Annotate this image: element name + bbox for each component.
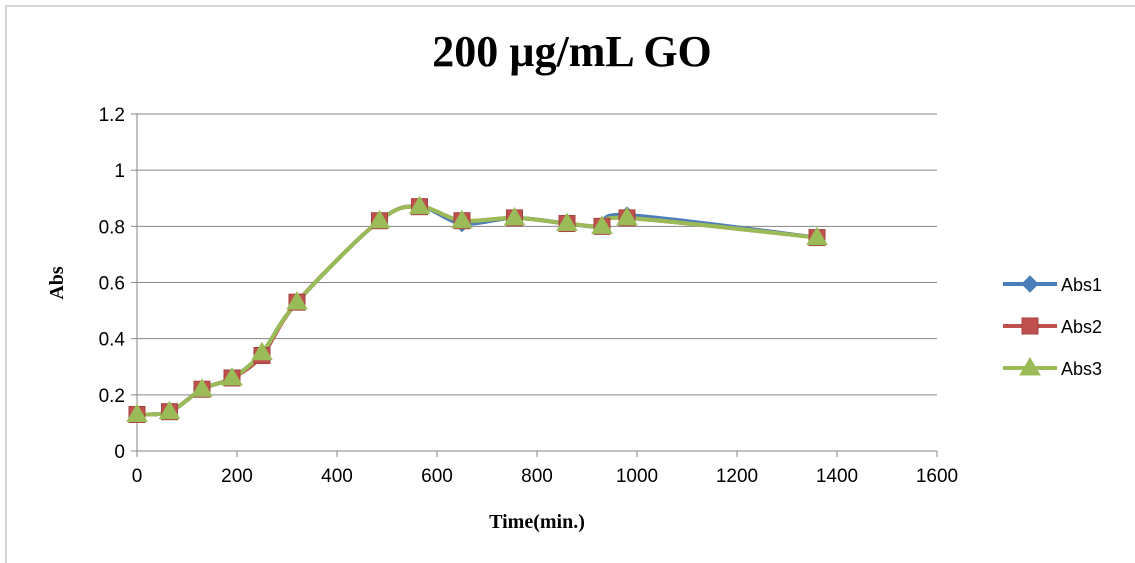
data-point-abs3: [191, 378, 213, 397]
data-point-abs3: [158, 400, 181, 420]
y-tick-label: 0: [114, 442, 125, 463]
data-point-abs3: [221, 366, 243, 386]
chart-title: 200 µg/mL GO: [432, 27, 712, 76]
x-tick-label: 200: [221, 466, 253, 487]
x-tick-label: 800: [521, 466, 553, 487]
x-axis-label: Time(min.): [489, 511, 585, 533]
axes: [131, 113, 938, 457]
chart-border: [5, 5, 1135, 563]
data-point-abs3: [126, 403, 148, 422]
data-point-abs3: [286, 291, 308, 310]
y-axis-label: Abs: [46, 266, 68, 300]
data-point-abs3: [503, 206, 526, 226]
y-tick-label: 1: [114, 161, 125, 182]
tick-labels: 0 0.2 0.4 0.6 0.8 1 1.2 0 200 400 600 800 1000 1200 14…: [99, 105, 959, 487]
x-tick-label: 1200: [716, 466, 758, 487]
legend-marker-abs2: [1021, 317, 1039, 335]
legend-label-abs2: Abs2: [1061, 317, 1102, 337]
series-markers: [126, 195, 828, 424]
y-tick-label: 0.2: [99, 386, 125, 407]
data-point-abs3: [368, 209, 391, 229]
legend-marker-abs1: [1021, 275, 1039, 293]
x-tick-label: 1600: [916, 466, 958, 487]
data-point-abs3: [451, 209, 473, 229]
data-point-abs3: [806, 226, 828, 246]
data-point-abs3: [616, 206, 638, 226]
data-point-abs3: [408, 195, 431, 215]
data-point-abs3: [251, 341, 273, 361]
y-tick-label: 0.6: [99, 274, 125, 295]
data-point-abs3: [556, 212, 578, 232]
y-tick-label: 0.4: [99, 330, 126, 351]
data-point-abs3: [591, 215, 613, 234]
x-tick-label: 400: [321, 466, 353, 487]
x-tick-label: 0: [132, 466, 143, 487]
legend-label-abs1: Abs1: [1061, 275, 1102, 295]
x-tick-label: 1000: [616, 466, 658, 487]
x-tick-label: 1400: [816, 466, 858, 487]
x-tick-label: 600: [421, 466, 453, 487]
y-tick-label: 1.2: [99, 105, 125, 126]
legend: Abs1 Abs2 Abs3: [1003, 275, 1102, 379]
legend-label-abs3: Abs3: [1061, 359, 1102, 379]
legend-marker-abs3: [1019, 357, 1041, 376]
y-tick-label: 0.8: [99, 217, 125, 238]
